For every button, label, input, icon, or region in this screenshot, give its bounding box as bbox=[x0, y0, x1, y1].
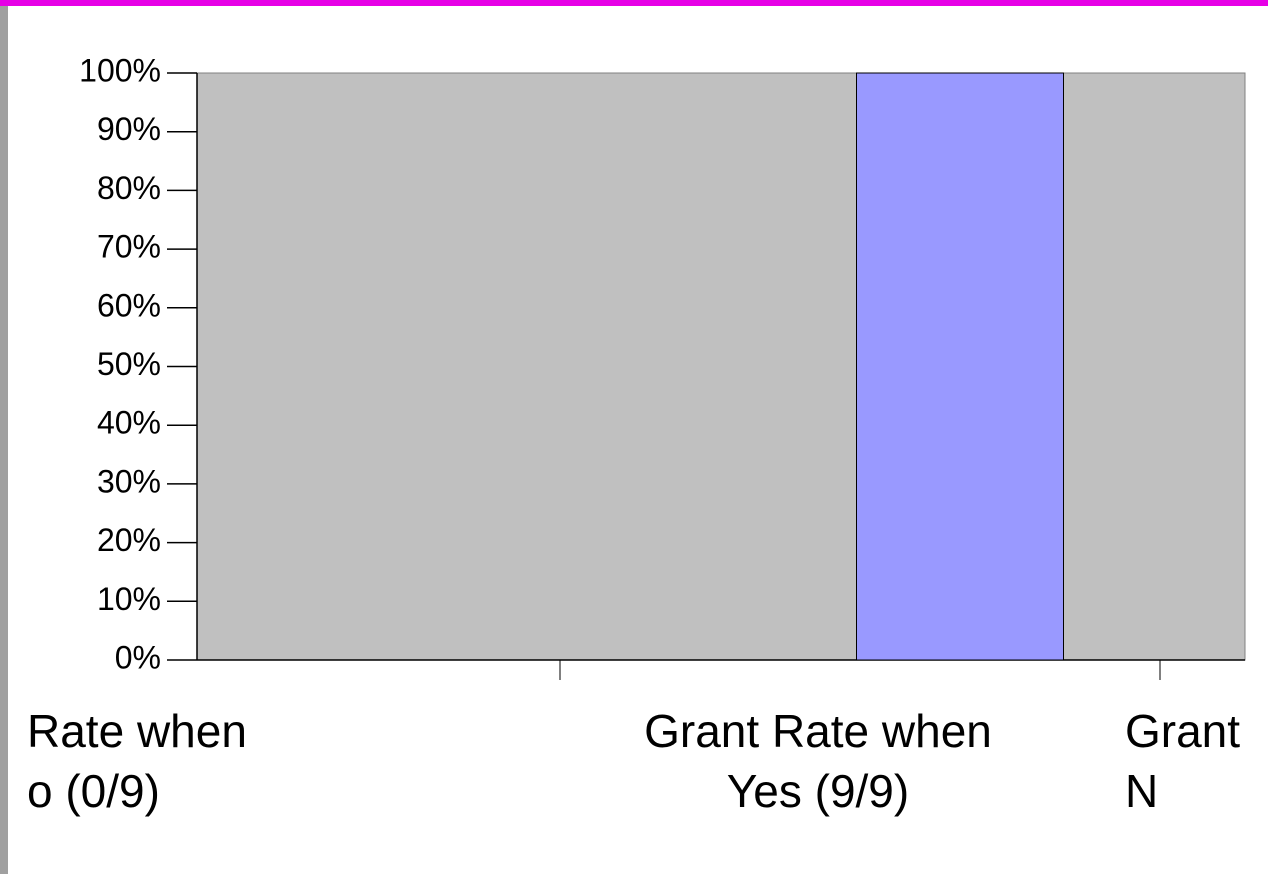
top-border bbox=[0, 0, 1268, 6]
y-tick-label: 10% bbox=[97, 581, 161, 617]
y-tick-label: 70% bbox=[97, 229, 161, 265]
x-tick-label: Grant Rate when bbox=[644, 705, 992, 757]
y-tick-label: 30% bbox=[97, 463, 161, 499]
x-tick-label: N bbox=[1125, 765, 1158, 817]
y-tick-label: 0% bbox=[115, 639, 161, 675]
y-tick-label: 60% bbox=[97, 287, 161, 323]
y-tick-label: 50% bbox=[97, 346, 161, 382]
y-tick-label: 100% bbox=[79, 52, 161, 88]
left-border bbox=[0, 6, 8, 874]
plot-area bbox=[196, 72, 1246, 661]
x-tick-label: Grant bbox=[1125, 705, 1240, 757]
x-tick-label: Rate when bbox=[27, 705, 247, 757]
y-tick-label: 20% bbox=[97, 522, 161, 558]
x-tick-label: Yes (9/9) bbox=[727, 765, 909, 817]
y-tick-label: 90% bbox=[97, 111, 161, 147]
y-tick-label: 40% bbox=[97, 405, 161, 441]
x-tick-label: o (0/9) bbox=[27, 765, 160, 817]
bar bbox=[856, 72, 1064, 661]
y-tick-label: 80% bbox=[97, 170, 161, 206]
